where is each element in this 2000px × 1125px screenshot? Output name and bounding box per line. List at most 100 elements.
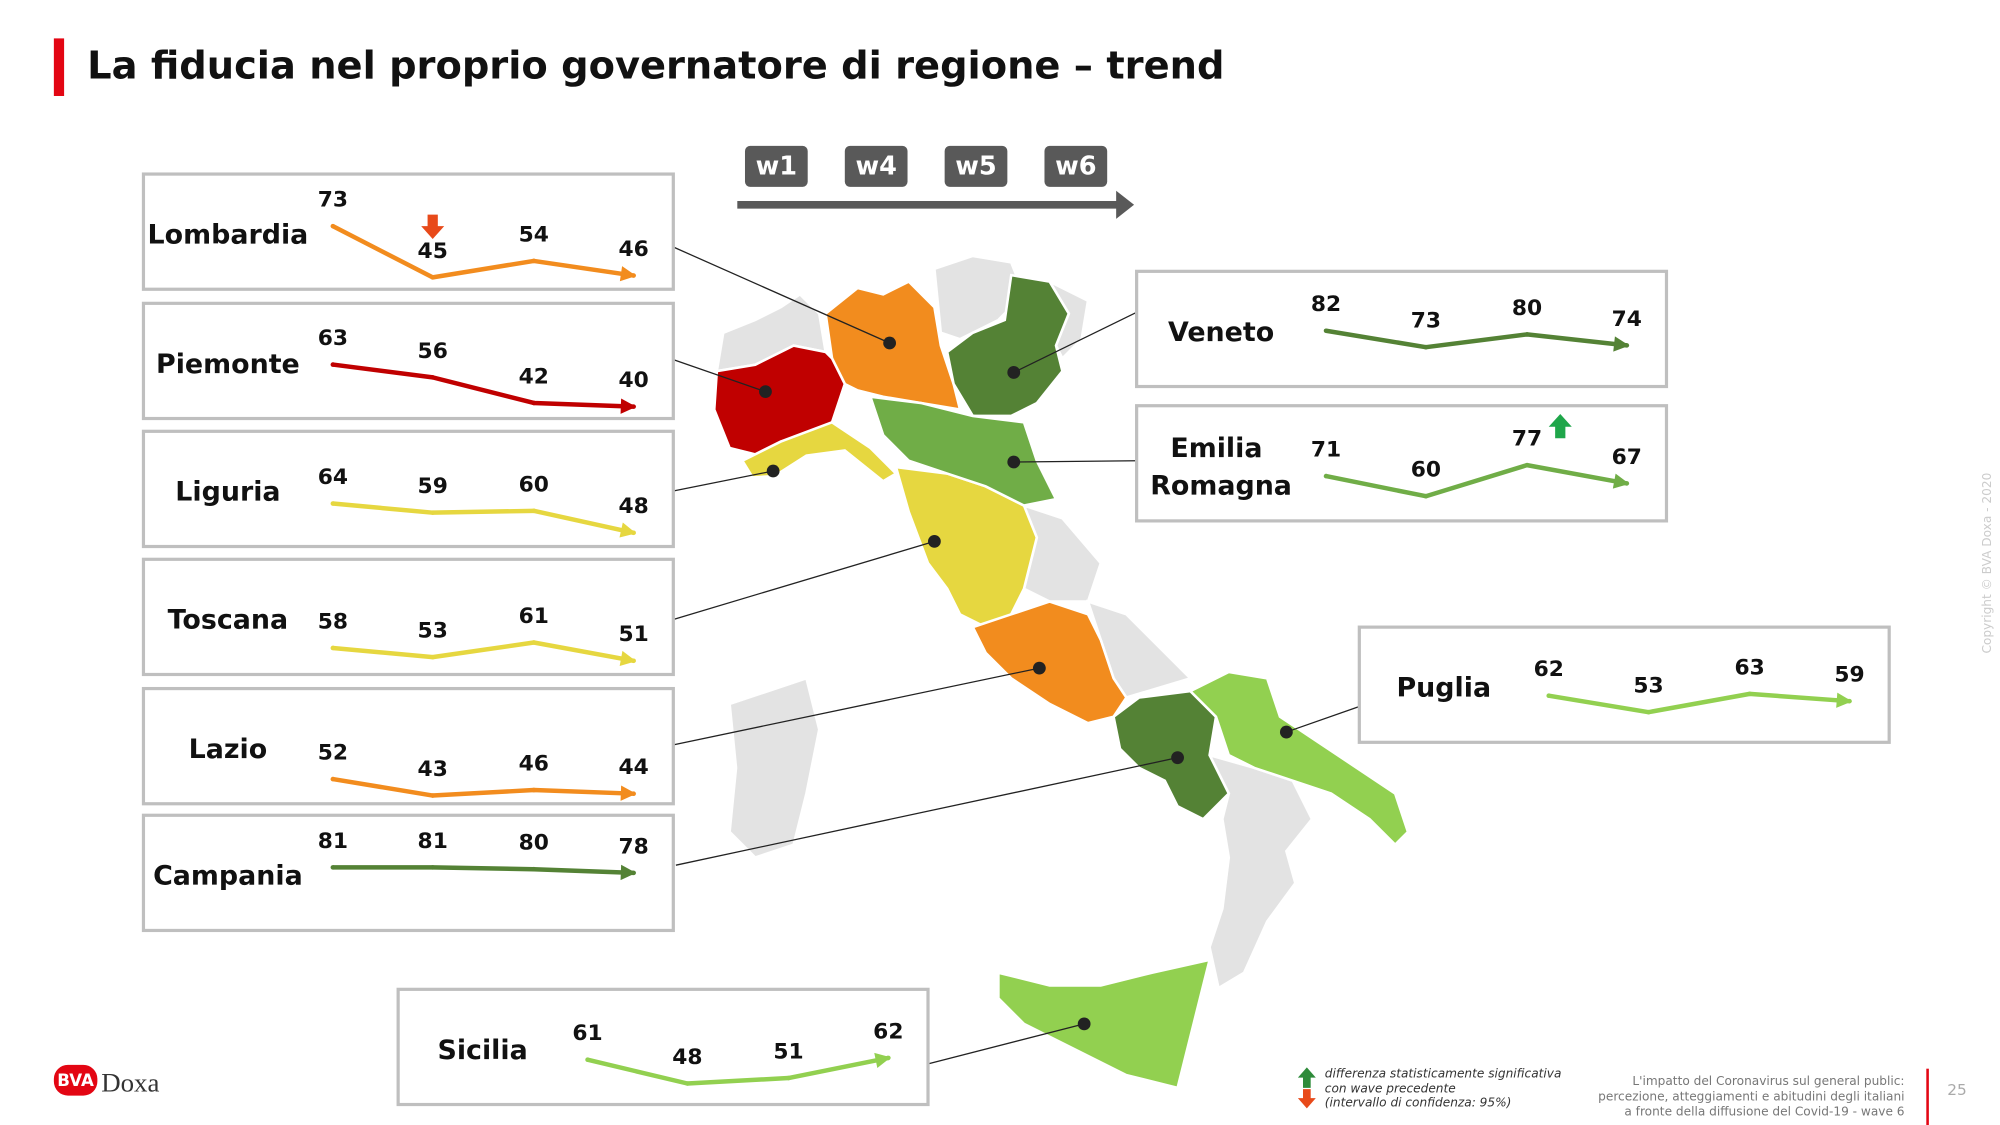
trend-point xyxy=(1323,328,1329,334)
wave-box xyxy=(1044,145,1108,187)
region-box xyxy=(141,686,675,806)
region-title: Campania xyxy=(153,860,303,891)
region-title: Liguria xyxy=(175,476,280,507)
value-label: 43 xyxy=(418,757,448,782)
legend-text: differenza statisticamente significativa xyxy=(1325,1066,1562,1080)
value-label: 73 xyxy=(1411,309,1441,334)
region-box xyxy=(1135,269,1669,389)
wave-label: w6 xyxy=(1055,152,1096,182)
connector xyxy=(673,246,890,344)
value-label: 59 xyxy=(1834,663,1864,688)
map-region xyxy=(1207,753,1314,991)
value-label: 59 xyxy=(418,474,448,499)
trend-line xyxy=(1325,328,1628,350)
value-label: 74 xyxy=(1612,307,1642,332)
connector xyxy=(673,359,766,393)
footer-text: L'impatto del Coronavirus sul general pu… xyxy=(1632,1074,1904,1088)
value-label: 48 xyxy=(672,1045,702,1070)
trend-point xyxy=(1624,343,1630,348)
map-dot xyxy=(1007,455,1021,469)
trend-line xyxy=(332,865,634,876)
map-region xyxy=(1188,670,1410,847)
value-label: 62 xyxy=(873,1019,903,1044)
trend-point xyxy=(330,501,336,506)
trend-point xyxy=(631,273,636,278)
trend-point xyxy=(1546,693,1552,699)
map-region xyxy=(728,676,821,859)
region-box xyxy=(1357,625,1891,744)
wave-label: w5 xyxy=(955,152,996,182)
value-label: 60 xyxy=(1411,458,1441,483)
map-region xyxy=(740,420,899,483)
map-dot xyxy=(1032,661,1046,675)
map-dot xyxy=(928,534,941,548)
value-label: 60 xyxy=(519,472,549,497)
trend-point xyxy=(1524,462,1530,468)
value-label: 51 xyxy=(773,1039,803,1064)
value-label: 61 xyxy=(572,1021,602,1046)
map-dot xyxy=(1077,1017,1091,1031)
legend-up-arrow xyxy=(1297,1067,1316,1088)
connector xyxy=(1013,311,1137,374)
significance-arrow xyxy=(1548,413,1572,439)
trend-line xyxy=(1325,462,1628,499)
trend-arrow-head xyxy=(620,398,637,414)
trend-point xyxy=(631,658,636,664)
value-label: 58 xyxy=(318,609,348,634)
trend-point xyxy=(430,865,436,870)
trend-point xyxy=(430,510,436,515)
trend-arrow-head xyxy=(620,785,637,801)
region-title: Puglia xyxy=(1397,672,1492,703)
slide-title: La fiducia nel proprio governatore di re… xyxy=(87,43,1224,88)
trend-point xyxy=(330,645,336,651)
trend-line xyxy=(332,776,634,798)
value-label: 82 xyxy=(1311,292,1341,317)
wave-arrow-head xyxy=(1116,190,1135,219)
trend-line xyxy=(331,224,634,280)
trend-point xyxy=(330,865,336,870)
trend-point xyxy=(531,640,537,645)
trend-point xyxy=(430,654,436,660)
trend-point xyxy=(886,1055,891,1061)
trend-point xyxy=(531,400,537,406)
map-region xyxy=(945,273,1071,418)
trend-point xyxy=(1323,473,1329,479)
footer-text: percezione, atteggiamenti e abitudini de… xyxy=(1598,1089,1904,1103)
trend-point xyxy=(1624,481,1630,486)
value-label: 48 xyxy=(618,494,648,519)
legend-text: (intervallo di confidenza: 95%) xyxy=(1325,1096,1512,1110)
map-dot xyxy=(1007,366,1021,379)
connector xyxy=(670,470,774,493)
trend-point xyxy=(1747,691,1752,697)
trend-point xyxy=(330,776,336,782)
value-label: 44 xyxy=(618,755,648,780)
trend-point xyxy=(1423,344,1429,350)
map-region xyxy=(1021,503,1103,603)
copyright: Copyright © BVA Doxa - 2020 xyxy=(1980,473,1994,654)
trend-point xyxy=(685,1081,690,1086)
region-box xyxy=(1135,404,1669,523)
trend-line xyxy=(332,362,634,409)
connector xyxy=(673,540,935,621)
trend-line xyxy=(332,501,635,535)
map-dot xyxy=(759,385,772,399)
trend-point xyxy=(430,793,436,798)
connector xyxy=(673,667,1040,746)
region-title: Emilia Romagna xyxy=(1150,433,1292,501)
region-box xyxy=(396,987,930,1107)
value-label: 56 xyxy=(418,339,448,364)
trend-arrow-head xyxy=(619,266,637,282)
value-label: 67 xyxy=(1612,445,1642,470)
value-label: 46 xyxy=(618,237,648,262)
value-label: 64 xyxy=(318,465,348,490)
trend-line xyxy=(332,640,635,663)
trend-arrow-head xyxy=(1836,692,1853,708)
trend-point xyxy=(585,1057,590,1063)
region-title: Lombardia xyxy=(148,219,309,250)
region-box xyxy=(141,429,675,549)
map-dot xyxy=(883,336,897,350)
trend-point xyxy=(531,787,537,793)
trend-point xyxy=(631,791,636,797)
connectors xyxy=(670,246,1360,1066)
legend-down-arrow xyxy=(1297,1089,1316,1109)
